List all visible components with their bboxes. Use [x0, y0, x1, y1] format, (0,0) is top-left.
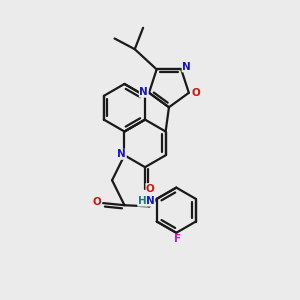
Text: H: H: [138, 196, 146, 206]
Text: O: O: [191, 88, 200, 98]
Text: O: O: [146, 184, 155, 194]
Text: O: O: [93, 197, 101, 207]
Text: N: N: [182, 62, 191, 72]
Text: N: N: [140, 87, 148, 97]
Text: F: F: [174, 234, 181, 244]
Text: N: N: [146, 196, 155, 206]
Text: N: N: [117, 149, 126, 159]
